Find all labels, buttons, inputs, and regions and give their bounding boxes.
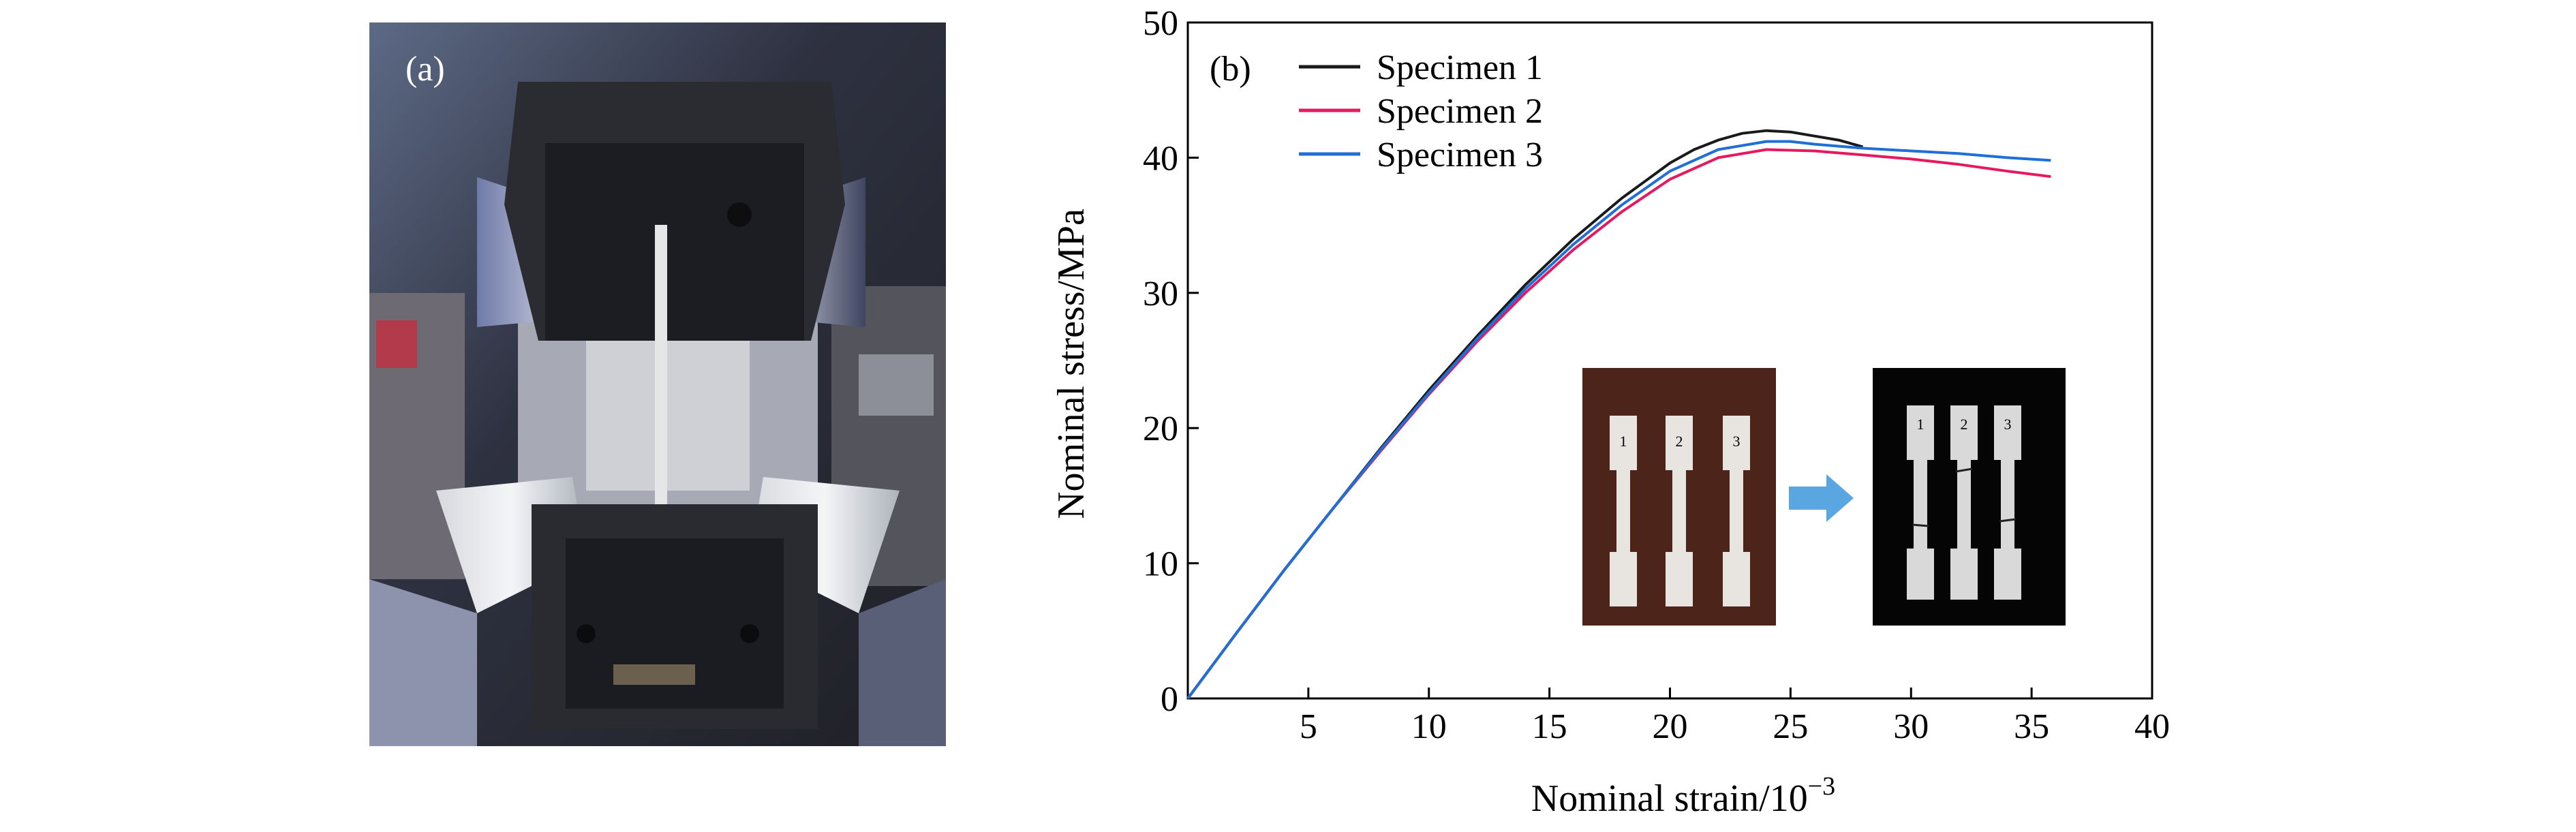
- y-axis-ticks: 0 10 20 30 40 50: [1143, 4, 1199, 719]
- panel-a-label: (a): [405, 50, 445, 89]
- x-axis-label: Nominal strain/10−3: [1531, 772, 1835, 820]
- svg-text:1: 1: [1620, 433, 1627, 450]
- x-tick-label: 40: [2134, 707, 2170, 746]
- specimen-before-2: 2: [1666, 416, 1693, 606]
- x-tick-label: 30: [1893, 707, 1929, 746]
- legend: Specimen 1 Specimen 2 Specimen 3: [1299, 48, 1543, 174]
- x-tick-label: 25: [1773, 707, 1808, 746]
- x-tick-label: 20: [1653, 707, 1688, 746]
- series-line-specimen-3: [1186, 140, 2051, 700]
- x-axis-ticks: 5 10 15 20 25 30 35 40: [1300, 688, 2170, 746]
- specimen-before-1: 1: [1610, 416, 1637, 606]
- specimen-after-1: 1: [1907, 405, 1934, 600]
- svg-text:3: 3: [2004, 416, 2012, 433]
- inset-specimens-before: 1 2 3: [1582, 368, 1776, 626]
- y-tick-label: 50: [1143, 4, 1178, 43]
- svg-text:3: 3: [1733, 433, 1741, 450]
- y-tick-label: 10: [1143, 545, 1178, 584]
- series-group: [1186, 129, 2051, 700]
- photo-tensile-machine: (a): [369, 22, 946, 746]
- x-tick-label: 10: [1411, 707, 1447, 746]
- legend-label: Specimen 2: [1377, 92, 1543, 131]
- y-tick-label: 20: [1143, 410, 1178, 448]
- arrow-icon: [1789, 474, 1854, 522]
- svg-text:2: 2: [1961, 416, 1968, 433]
- y-tick-label: 30: [1143, 275, 1178, 313]
- specimen-after-3: 3: [1994, 405, 2021, 600]
- panel-b-label: (b): [1210, 50, 1251, 89]
- legend-label: Specimen 1: [1377, 48, 1543, 87]
- x-tick-label: 35: [2014, 707, 2049, 746]
- inset-specimens-after: 1 2 3: [1873, 368, 2066, 626]
- y-axis-label: Nominal stress/MPa: [1050, 209, 1092, 519]
- x-tick-label: 5: [1300, 707, 1317, 746]
- svg-text:2: 2: [1676, 433, 1683, 450]
- specimen-after-2: 2: [1950, 405, 1978, 600]
- svg-text:1: 1: [1917, 416, 1925, 433]
- x-tick-label: 15: [1532, 707, 1567, 746]
- y-tick-label: 0: [1161, 680, 1178, 719]
- y-tick-label: 40: [1143, 139, 1178, 178]
- chart-panel-b: 0 10 20 30 40 50 5 10 15 20 25 30 35 40 (b) Specimen…: [1050, 4, 2170, 820]
- legend-label: Specimen 3: [1377, 136, 1543, 174]
- specimen-before-3: 3: [1723, 416, 1750, 606]
